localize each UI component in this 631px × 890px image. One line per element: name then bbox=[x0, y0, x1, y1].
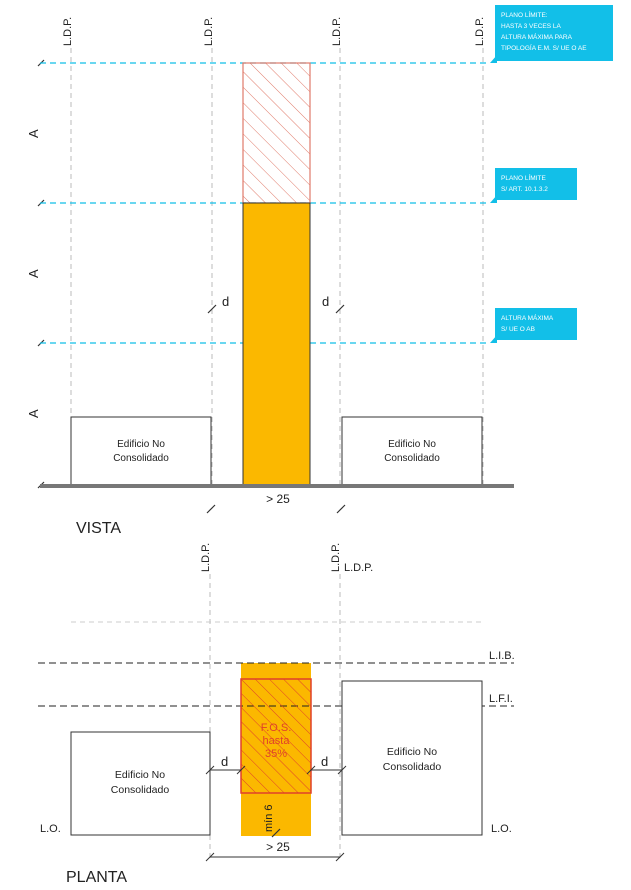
planta-fos-line-2: hasta bbox=[263, 735, 291, 747]
callout-plano-limite-art: PLANO LÍMITE S/ ART. 10.1.3.2 bbox=[490, 168, 577, 203]
height-mark-a-3: A bbox=[26, 409, 41, 418]
callout-2-line-2: S/ ART. 10.1.3.2 bbox=[501, 186, 548, 193]
tower-orange-body bbox=[242, 202, 311, 487]
callout-3-line-1: ALTURA MÁXIMA bbox=[501, 313, 554, 322]
planta-width-label: > 25 bbox=[266, 840, 290, 854]
vista-left-building-line-2: Consolidado bbox=[113, 453, 169, 464]
callout-3-line-2: S/ UE O AB bbox=[501, 326, 535, 333]
planta-lib-label: L.I.B. bbox=[489, 650, 515, 662]
vista-d-ticks bbox=[207, 304, 345, 314]
callout-altura-maxima: ALTURA MÁXIMA S/ UE O AB bbox=[490, 308, 577, 343]
callout-plano-limite-3x: PLANO LÍMITE: HASTA 3 VECES LA ALTURA MÁ… bbox=[490, 5, 613, 63]
callout-2-line-1: PLANO LÍMITE bbox=[501, 173, 546, 182]
vista-d-left: d bbox=[222, 294, 229, 309]
height-mark-a-2: A bbox=[26, 269, 41, 278]
vista-ground-line bbox=[40, 484, 514, 488]
planta-width-dimension bbox=[205, 852, 345, 862]
planta-d-left: d bbox=[221, 754, 228, 769]
planta-lo-left: L.O. bbox=[40, 823, 61, 835]
planta-fos-line-1: F.O.S. bbox=[261, 722, 292, 734]
planta-right-building bbox=[341, 680, 483, 836]
vista-ldp-lines bbox=[70, 48, 484, 488]
planta-left-building-line-2: Consolidado bbox=[111, 784, 170, 796]
planta-fos-line-3: 35% bbox=[265, 748, 287, 760]
vista-width-label: > 25 bbox=[266, 492, 290, 506]
planta-ldp-right: L.D.P. bbox=[330, 543, 342, 572]
vista-title: VISTA bbox=[76, 520, 121, 537]
vista-left-building bbox=[70, 416, 212, 486]
planta-lfi-label: L.F.I. bbox=[489, 693, 513, 705]
callout-1-line-1: PLANO LÍMITE: bbox=[501, 10, 548, 19]
planta-ldp-left: L.D.P. bbox=[200, 543, 212, 572]
vista-right-building-line-2: Consolidado bbox=[384, 453, 440, 464]
planta-left-building-line-1: Edificio No bbox=[115, 769, 165, 781]
callout-1-line-2: HASTA 3 VECES LA bbox=[501, 23, 562, 30]
ldp-label-3: L.D.P. bbox=[331, 17, 343, 46]
planta-fos-area bbox=[240, 678, 312, 794]
planta-right-building-line-1: Edificio No bbox=[387, 746, 437, 758]
callout-1-line-3: ALTURA MÁXIMA PARA bbox=[501, 32, 573, 41]
planta-d-lines bbox=[205, 765, 347, 775]
planta-min-tick bbox=[271, 828, 281, 838]
vista-left-building-line-1: Edificio No bbox=[117, 439, 165, 450]
vista-right-building bbox=[341, 416, 483, 486]
planta-min-label: mín 6 bbox=[263, 804, 275, 832]
vista-width-ticks bbox=[206, 504, 346, 514]
planta-right-building-line-2: Consolidado bbox=[383, 761, 442, 773]
ldp-label-1: L.D.P. bbox=[62, 17, 74, 46]
planta-left-building bbox=[70, 731, 211, 836]
vista-ldp-labels: L.D.P. L.D.P. L.D.P. L.D.P. bbox=[62, 17, 486, 46]
ldp-label-4: L.D.P. bbox=[474, 17, 486, 46]
tower-hatched-upper bbox=[242, 62, 311, 204]
planta-section: L.D.P. L.D.P. L.D.P. L.I.B. L.F.I. F.O.S… bbox=[38, 543, 515, 886]
vista-d-right: d bbox=[322, 294, 329, 309]
planta-ldp-right-extra: L.D.P. bbox=[344, 562, 373, 574]
vista-section: L.D.P. L.D.P. L.D.P. L.D.P. A A A PLANO … bbox=[26, 5, 613, 537]
planta-d-right: d bbox=[321, 754, 328, 769]
ldp-label-2: L.D.P. bbox=[203, 17, 215, 46]
planta-lo-right: L.O. bbox=[491, 823, 512, 835]
height-mark-a-1: A bbox=[26, 129, 41, 138]
callout-1-line-4: TIPOLOGÍA E.M. S/ UE O AE bbox=[501, 43, 587, 52]
vista-right-building-line-1: Edificio No bbox=[388, 439, 436, 450]
planta-title: PLANTA bbox=[66, 869, 127, 886]
